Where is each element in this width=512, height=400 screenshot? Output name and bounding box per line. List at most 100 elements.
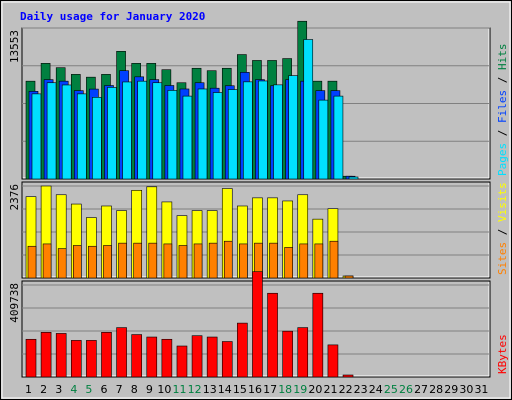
x-tick-label: 21 <box>323 383 337 396</box>
legend-entry: / <box>496 123 509 143</box>
bar-kbytes <box>86 340 97 378</box>
x-tick-label: 30 <box>459 383 473 396</box>
legend-kbytes: KBytes <box>496 334 509 374</box>
bar-sites <box>103 245 112 279</box>
legend-entry: Hits <box>496 44 509 71</box>
x-tick-label: 11 <box>173 383 187 396</box>
bar-pages <box>92 97 102 180</box>
bar-pages <box>303 39 314 180</box>
bar-sites <box>329 240 339 279</box>
bar-sites <box>193 243 203 279</box>
bar-sites <box>223 240 233 279</box>
bar-pages <box>333 95 344 180</box>
legend-entry: / <box>496 222 509 242</box>
bar-kbytes <box>40 332 52 378</box>
legend-entry: KBytes <box>496 334 509 374</box>
bar-pages <box>46 82 57 180</box>
legend-entry: Files <box>496 90 509 123</box>
legend-visits-sites: Sites / Visits <box>496 182 509 275</box>
bar-pages <box>318 99 329 180</box>
x-tick-label: 18 <box>278 383 292 396</box>
x-tick-label: 8 <box>131 383 138 396</box>
bar-sites <box>299 243 309 279</box>
ymax-label-hits-files-pages: 13553 <box>8 30 21 63</box>
bar-pages <box>76 93 87 180</box>
bar-kbytes <box>252 271 263 378</box>
x-tick-label: 7 <box>116 383 123 396</box>
x-tick-label: 16 <box>248 383 262 396</box>
x-tick-label: 27 <box>414 383 428 396</box>
bar-sites <box>42 243 52 279</box>
bar-sites <box>72 245 82 279</box>
legend-entry: / <box>496 70 509 90</box>
x-tick-label: 4 <box>70 383 77 396</box>
legend-entry: Visits <box>496 182 509 222</box>
x-tick-label: 19 <box>293 383 307 396</box>
x-tick-label: 13 <box>203 383 217 396</box>
bar-kbytes <box>131 334 142 378</box>
bar-kbytes <box>146 336 158 378</box>
bar-kbytes <box>70 340 82 378</box>
bar-sites <box>118 242 127 279</box>
x-tick-label: 3 <box>55 383 62 396</box>
bar-pages <box>137 80 147 180</box>
bar-pages <box>61 84 72 180</box>
bar-pages <box>122 81 132 180</box>
ymax-label-kbytes: 409738 <box>8 283 21 323</box>
x-tick-label: 26 <box>399 383 413 396</box>
bar-sites <box>239 243 248 279</box>
x-tick-label: 25 <box>384 383 398 396</box>
bar-pages <box>152 82 163 180</box>
x-tick-label: 6 <box>101 383 108 396</box>
bar-sites <box>178 245 188 279</box>
x-tick-label: 31 <box>474 383 488 396</box>
bar-sites <box>208 242 218 279</box>
bar-pages <box>212 92 223 180</box>
bar-sites <box>344 275 354 279</box>
bar-kbytes <box>237 322 248 378</box>
bar-sites <box>57 248 67 279</box>
bar-pages <box>273 84 283 180</box>
x-tick-label: 2 <box>40 383 47 396</box>
bar-kbytes <box>161 338 173 378</box>
bar-kbytes <box>25 338 37 378</box>
bar-kbytes <box>327 344 339 378</box>
x-tick-label: 17 <box>263 383 277 396</box>
legend-hits-files-pages: Pages / Files / Hits <box>496 44 509 177</box>
bar-pages <box>258 80 268 180</box>
bar-sites <box>148 242 158 279</box>
bar-kbytes <box>221 341 233 378</box>
bar-kbytes <box>282 330 293 378</box>
x-tick-label: 1 <box>25 383 32 396</box>
bar-kbytes <box>116 327 127 378</box>
bar-sites <box>163 243 173 279</box>
bar-pages <box>288 75 298 180</box>
bar-sites <box>27 245 37 279</box>
x-tick-label: 10 <box>157 383 171 396</box>
x-tick-label: 5 <box>85 383 92 396</box>
bar-pages <box>167 90 178 180</box>
bar-pages <box>182 95 193 180</box>
bar-pages <box>197 88 208 180</box>
bar-kbytes <box>55 333 67 378</box>
legend-entry: Pages <box>496 143 509 176</box>
x-tick-label: 22 <box>339 383 353 396</box>
bar-pages <box>107 87 117 180</box>
bar-kbytes <box>297 327 309 378</box>
x-tick-label: 20 <box>308 383 322 396</box>
bar-pages <box>243 81 253 180</box>
chart-title: Daily usage for January 2020 <box>20 10 205 23</box>
bar-kbytes <box>191 335 203 378</box>
legend-entry: Sites <box>496 242 509 275</box>
bar-kbytes <box>267 292 278 378</box>
bar-pages <box>31 93 42 180</box>
bar-kbytes <box>206 336 218 378</box>
x-tick-label: 15 <box>233 383 247 396</box>
ymax-label-visits-sites: 2376 <box>8 184 21 211</box>
bar-sites <box>269 242 278 279</box>
bar-sites <box>133 242 142 279</box>
bar-sites <box>88 245 97 279</box>
